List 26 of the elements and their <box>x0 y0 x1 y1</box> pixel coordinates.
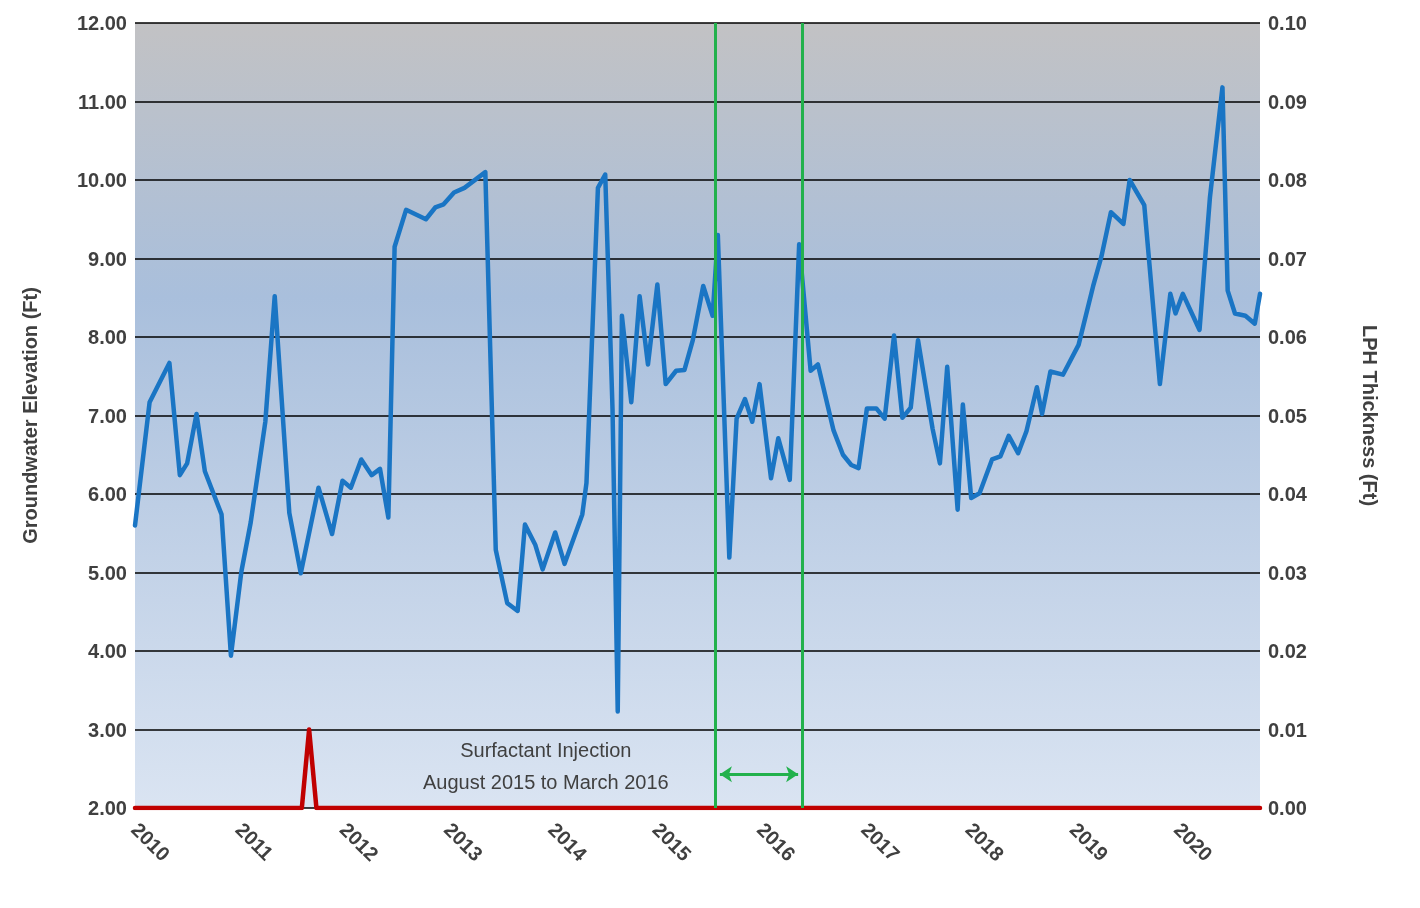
y2-tick-label: 0.06 <box>1268 326 1307 348</box>
y-tick-label: 9.00 <box>88 247 127 270</box>
y2-tick-label: 0.03 <box>1268 561 1307 584</box>
y-tick-label: 4.00 <box>88 640 127 662</box>
y-tick-label: 2.00 <box>88 797 127 819</box>
y2-tick-label: 0.00 <box>1268 797 1307 819</box>
line-series <box>132 85 1263 714</box>
y2-tick-label: 0.09 <box>1268 90 1307 113</box>
y-tick-label: 8.00 <box>88 326 127 348</box>
annotation: Surfactant Injection August 2015 to March 2016 <box>422 738 669 793</box>
y-tick-label: 12.00 <box>76 12 127 34</box>
y2-tick-label: 0.04 <box>1268 483 1308 505</box>
y2-axis-title: LPH Thickness (Ft) <box>1359 324 1381 507</box>
y-tick-label: 7.00 <box>88 404 127 427</box>
y-tick-label: 5.00 <box>88 561 127 584</box>
y2-tick-label: 0.10 <box>1268 12 1307 34</box>
y-tick-label: 3.00 <box>88 718 127 741</box>
y2-tick-label: 0.02 <box>1268 640 1307 662</box>
y-tick-label: 11.00 <box>78 90 127 113</box>
y2-tick-label: 0.01 <box>1268 718 1307 741</box>
y2-tick-label: 0.05 <box>1268 404 1307 427</box>
y-tick-label: 10.00 <box>76 169 127 191</box>
y-tick-label: 6.00 <box>88 483 127 505</box>
y2-tick-label: 0.07 <box>1268 247 1307 270</box>
y2-tick-label: 0.08 <box>1268 169 1307 191</box>
y-axis-title: Groundwater Elevation (Ft) <box>19 287 41 544</box>
